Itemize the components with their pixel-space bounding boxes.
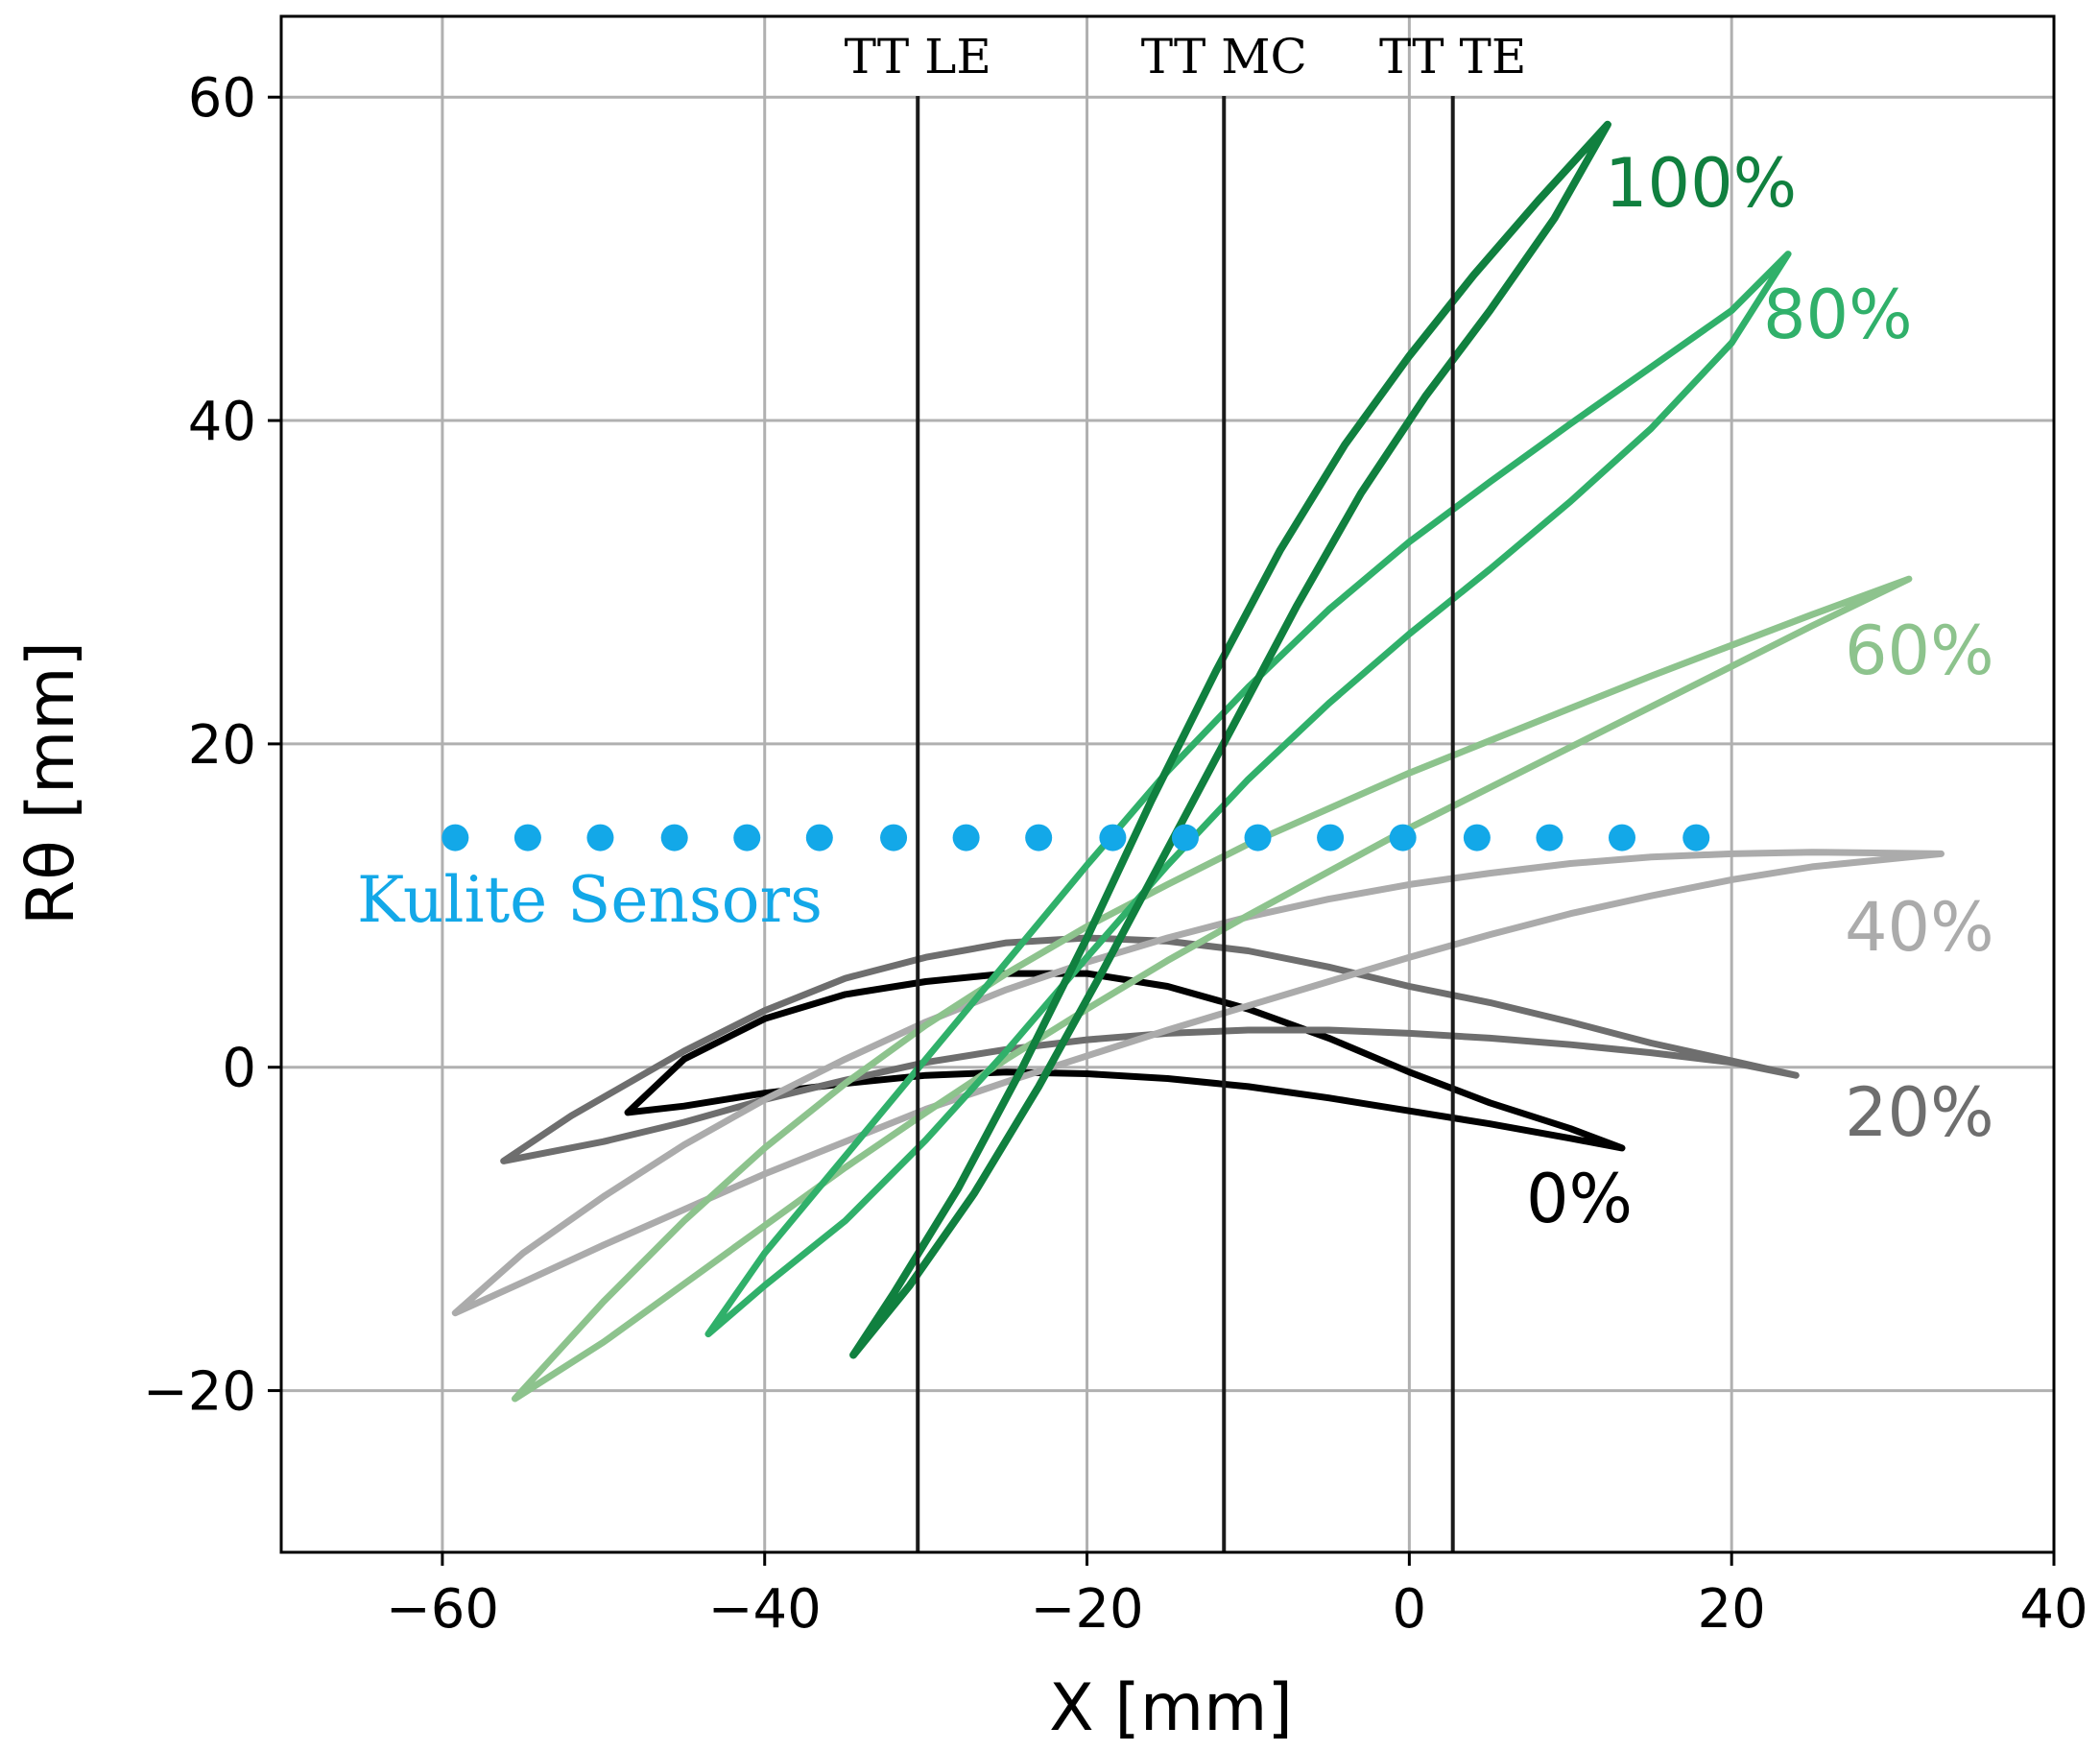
series-label: 100%: [1605, 144, 1797, 223]
kulite-sensor-dot: [1171, 824, 1199, 852]
series-label: 20%: [1845, 1073, 1994, 1152]
series-label: 60%: [1845, 612, 1994, 690]
x-tick-label: 20: [1698, 1578, 1766, 1641]
kulite-sensors-label: Kulite Sensors: [357, 863, 823, 937]
kulite-sensor-dot: [1682, 824, 1710, 852]
kulite-sensor-dot: [733, 824, 761, 852]
kulite-sensor-dot: [805, 824, 833, 852]
ticks: −60 −40 −20 0 20 40 −20 0 20 40 60: [143, 67, 2088, 1641]
kulite-sensor-dot: [1463, 824, 1491, 852]
plot-frame: [279, 14, 2056, 1554]
x-tick-label: −20: [1030, 1578, 1143, 1641]
x-tick-label: −60: [386, 1578, 499, 1641]
x-tick-label: 0: [1393, 1578, 1427, 1641]
y-tick-label: 20: [188, 714, 256, 777]
grid: [281, 16, 2056, 1552]
y-tick-label: 40: [188, 391, 256, 453]
y-axis-label: Rθ [mm]: [13, 641, 89, 925]
blade-profiles: 0% 20% 40% 60% 80% 100%: [451, 120, 1994, 1403]
series-line: [849, 120, 1611, 1359]
y-tick-label: 60: [188, 67, 256, 130]
kulite-sensor-dot: [441, 824, 469, 852]
kulite-sensor-dot: [513, 824, 541, 852]
traverse-line-label: TT MC: [1141, 29, 1307, 84]
kulite-sensor-dot: [1025, 824, 1053, 852]
y-tick-label: 0: [222, 1038, 256, 1100]
kulite-sensor-dot: [660, 824, 688, 852]
y-tick-label: −20: [143, 1361, 256, 1424]
x-tick-label: −40: [708, 1578, 822, 1641]
series-label: 40%: [1845, 888, 1994, 967]
series-line: [500, 934, 1800, 1164]
traverse-line-label: TT TE: [1379, 29, 1526, 84]
kulite-sensor-dot: [952, 824, 980, 852]
series-label: 80%: [1763, 276, 1913, 354]
kulite-sensor-dot: [586, 824, 614, 852]
x-axis-label: X [mm]: [1049, 1670, 1293, 1746]
kulite-sensor-dot: [880, 824, 908, 852]
traverse-line-label: TT LE: [845, 29, 991, 84]
kulite-sensors: [441, 824, 1710, 852]
kulite-sensor-dot: [1609, 824, 1636, 852]
kulite-sensor-dot: [1099, 824, 1127, 852]
kulite-sensor-dot: [1536, 824, 1563, 852]
traverse-lines: TT LE TT MC TT TE: [845, 29, 1526, 1552]
kulite-sensor-dot: [1244, 824, 1272, 852]
kulite-sensor-dot: [1317, 824, 1345, 852]
x-tick-label: 40: [2019, 1578, 2088, 1641]
kulite-sensor-dot: [1389, 824, 1417, 852]
series-line: [624, 970, 1626, 1152]
series-label: 0%: [1526, 1160, 1633, 1238]
